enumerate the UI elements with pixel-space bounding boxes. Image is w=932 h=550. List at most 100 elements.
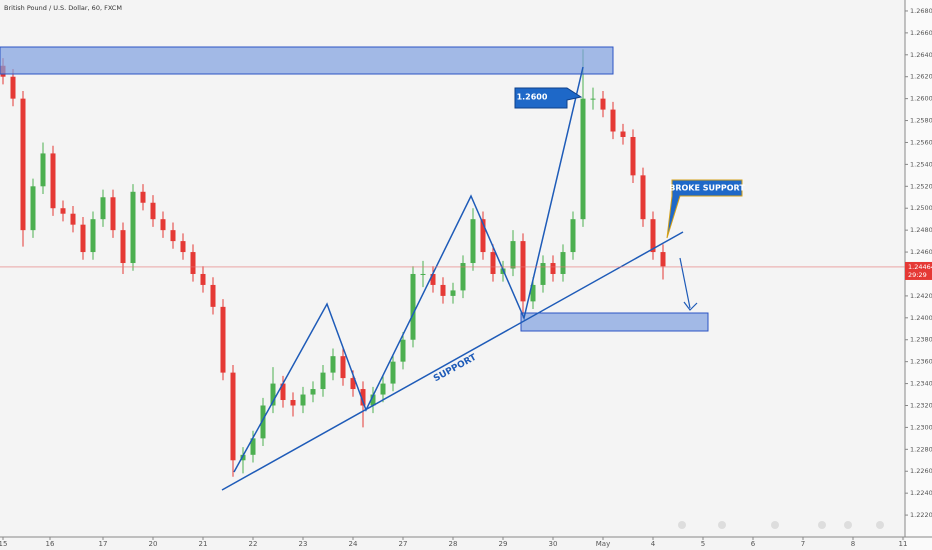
candle-body <box>50 153 56 209</box>
candle-body <box>120 230 126 264</box>
event-icon <box>818 521 826 529</box>
candle-body <box>360 389 366 406</box>
y-tick-label: 1.22800 <box>910 445 932 453</box>
candle-body <box>190 252 196 274</box>
x-tick-label: 29 <box>499 540 508 548</box>
event-icon <box>876 521 884 529</box>
y-tick-label: 1.26800 <box>910 7 932 15</box>
support-trendline <box>221 231 684 491</box>
event-icon <box>718 521 726 529</box>
candle-body <box>160 219 166 231</box>
candle-body <box>650 219 656 253</box>
candle-body <box>630 136 636 176</box>
support-zone <box>520 312 709 332</box>
candle-body <box>150 202 156 220</box>
candle-body <box>470 219 476 264</box>
x-tick-label: 20 <box>149 540 158 548</box>
price-callout <box>514 87 583 109</box>
candle-body <box>110 197 116 231</box>
y-tick-label: 1.25600 <box>910 138 932 146</box>
y-tick-label: 1.23200 <box>910 401 932 409</box>
candle-body <box>340 356 346 379</box>
event-icon <box>844 521 852 529</box>
candle-body <box>480 219 486 253</box>
candle-body <box>10 76 16 99</box>
candle-body <box>100 197 106 220</box>
broke-callout <box>666 179 743 239</box>
y-tick-label: 1.26600 <box>910 29 932 37</box>
candle-body <box>640 175 646 220</box>
x-tick-label: 7 <box>801 540 805 548</box>
candle-body <box>60 208 66 214</box>
candle-body <box>600 98 606 110</box>
callout-text: 1.2600 <box>517 93 548 102</box>
candle-body <box>540 263 546 285</box>
candle-body <box>250 438 256 455</box>
candle-body <box>410 273 416 340</box>
candle-body <box>220 306 226 373</box>
candle-body <box>370 394 376 406</box>
candle-body <box>210 284 216 307</box>
candle-body <box>90 219 96 253</box>
wave-line <box>233 66 584 473</box>
down-arrow <box>679 257 698 311</box>
candle-body <box>290 400 296 406</box>
candle-body <box>140 191 146 203</box>
x-tick-label: 5 <box>701 540 705 548</box>
candle-body <box>40 153 46 187</box>
last-price-label: 1.24464 <box>908 263 932 271</box>
candle-body <box>350 378 356 390</box>
candle-body <box>560 252 566 274</box>
candle-body <box>320 372 326 390</box>
y-tick-label: 1.24600 <box>910 248 932 256</box>
last-price-box <box>905 261 932 280</box>
x-tick-label: 8 <box>851 540 855 548</box>
x-tick-label: 27 <box>399 540 408 548</box>
y-tick-label: 1.22600 <box>910 467 932 475</box>
x-tick-label: 30 <box>549 540 558 548</box>
candle-body <box>280 383 286 401</box>
candle-body <box>550 263 556 274</box>
candle-body <box>620 131 626 137</box>
y-tick-label: 1.22400 <box>910 489 932 497</box>
x-tick-label: 22 <box>249 540 258 548</box>
y-tick-label: 1.24000 <box>910 314 932 322</box>
candle-body <box>20 98 26 231</box>
candle-body <box>130 191 136 264</box>
candle-body <box>270 383 276 406</box>
x-tick-label: 28 <box>449 540 458 548</box>
candle-body <box>240 454 246 461</box>
candle-body <box>400 339 406 362</box>
candle-body <box>200 273 206 285</box>
candle-body <box>390 361 396 384</box>
candle-body <box>450 290 456 296</box>
candle-body <box>490 252 496 274</box>
y-tick-label: 1.25800 <box>910 117 932 125</box>
x-tick-label: 11 <box>899 540 908 548</box>
y-tick-label: 1.25000 <box>910 204 932 212</box>
x-tick-label: 23 <box>299 540 308 548</box>
candle-body <box>420 273 426 275</box>
x-tick-label: 16 <box>46 540 55 548</box>
y-tick-label: 1.24800 <box>910 226 932 234</box>
y-tick-label: 1.23000 <box>910 423 932 431</box>
candle-body <box>610 109 616 132</box>
y-tick-label: 1.25400 <box>910 160 932 168</box>
y-tick-label: 1.23800 <box>910 336 932 344</box>
candle-body <box>330 356 336 373</box>
candle-body <box>260 405 266 439</box>
candle-body <box>230 372 236 461</box>
candle-body <box>430 273 436 285</box>
marks <box>0 49 666 477</box>
plot-bg <box>0 0 905 537</box>
event-icon <box>771 521 779 529</box>
candle-body <box>530 284 536 302</box>
x-tick-label: 6 <box>751 540 756 548</box>
candle-body <box>570 219 576 253</box>
candle-body <box>30 186 36 231</box>
y-tick-label: 1.25200 <box>910 182 932 190</box>
candle-body <box>310 389 316 395</box>
candle-body <box>460 263 466 291</box>
x-tick-label: 17 <box>99 540 108 548</box>
candle-body <box>440 284 446 296</box>
